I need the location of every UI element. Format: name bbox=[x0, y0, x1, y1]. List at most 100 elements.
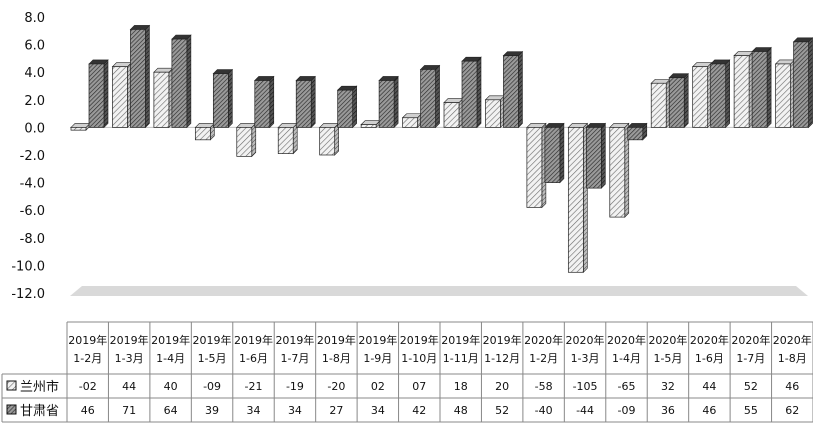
category-months: 1-12月 bbox=[484, 352, 520, 365]
data-label: 44 bbox=[122, 380, 136, 393]
category-months: 1-4月 bbox=[612, 352, 641, 365]
bar-lanzhou bbox=[526, 122, 547, 209]
category-months: 1-2月 bbox=[73, 352, 102, 365]
category-year: 2019年 bbox=[441, 333, 480, 347]
series-name: 甘肃省 bbox=[20, 404, 59, 419]
bar-lanzhou bbox=[153, 67, 174, 129]
bar-front bbox=[668, 77, 685, 128]
bar-front bbox=[236, 127, 253, 157]
bar-lanzhou bbox=[733, 50, 754, 129]
bar-front bbox=[254, 80, 271, 128]
category-months: 1-8月 bbox=[322, 352, 351, 365]
bar-gansu bbox=[751, 46, 772, 129]
y-tick-label: -12.0 bbox=[11, 287, 45, 302]
bar-lanzhou bbox=[318, 122, 340, 156]
bar-side bbox=[559, 122, 565, 184]
data-label: 52 bbox=[495, 404, 509, 417]
bar-lanzhou bbox=[567, 122, 589, 274]
bar-gansu bbox=[336, 85, 358, 129]
bar-front bbox=[461, 60, 478, 128]
legend-swatch bbox=[6, 404, 17, 415]
bar-gansu bbox=[668, 72, 689, 129]
category-months: 1-3月 bbox=[571, 352, 600, 365]
bar-front bbox=[567, 127, 584, 273]
y-tick-label: 2.0 bbox=[24, 94, 45, 109]
data-label: 46 bbox=[81, 404, 95, 417]
category-year: 2019年 bbox=[151, 333, 190, 347]
bar-front bbox=[212, 73, 229, 128]
chart-floor bbox=[70, 286, 808, 296]
data-label: -20 bbox=[327, 380, 345, 393]
bar-lanzhou bbox=[609, 122, 630, 218]
bar-lanzhou bbox=[650, 78, 671, 129]
category-year: 2019年 bbox=[400, 333, 439, 347]
bar-side bbox=[808, 37, 813, 129]
data-label: -105 bbox=[573, 380, 598, 393]
bar-gansu bbox=[295, 75, 316, 129]
category-year: 2019年 bbox=[275, 333, 314, 347]
data-table: 2019年 1-2月 2019年 1-3月 2019年 1-4月 2019年 1-5月 2019… bbox=[1, 321, 813, 423]
category-months: 1-10月 bbox=[401, 352, 437, 365]
category-months: 1-7月 bbox=[280, 352, 309, 365]
bar-front bbox=[171, 38, 188, 128]
bar-front bbox=[775, 63, 791, 128]
bar-front bbox=[112, 66, 128, 128]
category-months: 1-11月 bbox=[443, 352, 479, 365]
data-label: 42 bbox=[412, 404, 426, 417]
bar-front bbox=[692, 66, 709, 128]
bar-front bbox=[485, 99, 501, 128]
bar-side bbox=[352, 85, 357, 129]
bar-front bbox=[420, 69, 436, 128]
category-year: 2019年 bbox=[483, 333, 522, 347]
bar-front bbox=[627, 127, 644, 141]
data-label: 27 bbox=[329, 404, 343, 417]
bar-front bbox=[360, 124, 377, 128]
data-label: 64 bbox=[164, 404, 178, 417]
series-name: 兰州市 bbox=[20, 379, 59, 395]
bar-side bbox=[518, 50, 523, 129]
bar-side bbox=[310, 75, 316, 129]
bar-side bbox=[393, 75, 399, 129]
data-label: 71 bbox=[122, 404, 136, 417]
bar-front bbox=[751, 51, 768, 128]
y-tick-label: 0.0 bbox=[24, 121, 45, 136]
bar-gansu bbox=[254, 75, 275, 129]
bar-gansu bbox=[585, 122, 607, 189]
data-label: 34 bbox=[288, 404, 302, 417]
category-year: 2020年 bbox=[566, 333, 605, 347]
bar-lanzhou bbox=[401, 113, 423, 129]
category-months: 1-3月 bbox=[115, 352, 144, 365]
category-months: 1-7月 bbox=[736, 352, 765, 365]
bar-side bbox=[145, 24, 150, 129]
category-months: 1-4月 bbox=[156, 352, 185, 365]
category-months: 1-2月 bbox=[529, 352, 558, 365]
category-year: 2019年 bbox=[234, 333, 273, 347]
category-months: 1-9月 bbox=[363, 352, 392, 365]
category-year: 2020年 bbox=[648, 333, 687, 347]
data-label: 02 bbox=[371, 380, 385, 393]
y-tick-label: 8.0 bbox=[24, 11, 45, 26]
y-tick-label: 6.0 bbox=[24, 39, 45, 54]
bar-front bbox=[402, 117, 418, 128]
bar-front bbox=[443, 102, 460, 128]
bar-gansu bbox=[627, 122, 648, 141]
bars bbox=[70, 24, 813, 274]
bar-lanzhou bbox=[111, 61, 133, 129]
bar-front bbox=[319, 127, 336, 156]
bar-front bbox=[153, 71, 170, 128]
data-label: 18 bbox=[454, 380, 468, 393]
bar-lanzhou bbox=[360, 119, 381, 129]
y-tick-label: -10.0 bbox=[11, 259, 45, 274]
bar-side bbox=[292, 122, 298, 155]
bar-lanzhou bbox=[70, 122, 91, 131]
bar-side bbox=[725, 59, 730, 129]
data-label: 32 bbox=[661, 380, 675, 393]
bar-side bbox=[334, 122, 339, 156]
data-label: -21 bbox=[245, 380, 263, 393]
bar-front bbox=[544, 127, 561, 183]
bar-front bbox=[503, 55, 519, 128]
bar-front bbox=[295, 80, 312, 128]
bar-gansu bbox=[378, 75, 399, 129]
bar-gansu bbox=[171, 34, 192, 129]
bar-gansu bbox=[212, 68, 234, 129]
